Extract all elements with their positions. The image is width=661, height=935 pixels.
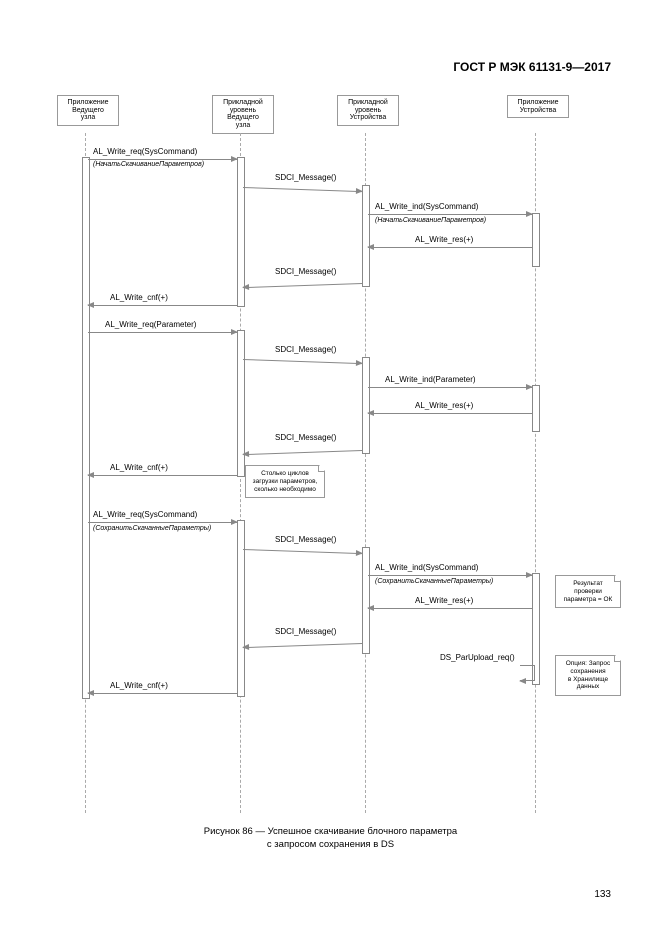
actor-master-app: ПриложениеВедущегоузла [57, 95, 119, 126]
msg-13-label: AL_Write_req(SysCommand) [93, 510, 197, 519]
msg-8 [243, 359, 362, 364]
msg-4 [368, 247, 532, 248]
document-header: ГОСТ Р МЭК 61131-9—2017 [453, 60, 611, 74]
msg-16-label: AL_Write_res(+) [415, 596, 473, 605]
msg-3-sub: (НачатьСкачиваниеПараметров) [375, 217, 486, 224]
msg-1 [88, 159, 237, 160]
msg-16 [368, 608, 532, 609]
note-check-ok: Результатпроверкипараметра = ОК [555, 575, 621, 608]
msg-1-label: AL_Write_req(SysCommand) [93, 147, 197, 156]
actor-master-al: ПрикладнойуровеньВедущегоузла [212, 95, 274, 134]
msg-9-label: AL_Write_ind(Parameter) [385, 375, 476, 384]
msg-17-label: SDCI_Message() [275, 627, 336, 636]
msg-10-label: AL_Write_res(+) [415, 401, 473, 410]
msg-15 [368, 575, 532, 576]
msg-19-label: AL_Write_cnf(+) [110, 681, 168, 690]
page-number: 133 [594, 889, 611, 900]
activation-a3-3 [362, 547, 370, 654]
msg-7-label: AL_Write_req(Parameter) [105, 320, 196, 329]
activation-a3-1 [362, 185, 370, 287]
msg-12-label: AL_Write_cnf(+) [110, 463, 168, 472]
sequence-diagram: ПриложениеВедущегоузла Прикладнойуровень… [45, 95, 625, 815]
msg-13 [88, 522, 237, 523]
msg-6-label: AL_Write_cnf(+) [110, 293, 168, 302]
msg-11 [243, 450, 362, 455]
msg-19 [88, 693, 237, 694]
msg-4-label: AL_Write_res(+) [415, 235, 473, 244]
msg-10 [368, 413, 532, 414]
msg-14 [243, 549, 362, 554]
actor-device-app: ПриложениеУстройства [507, 95, 569, 118]
activation-a3-2 [362, 357, 370, 454]
msg-15-sub: (СохранитьСкачанныеПараметры) [375, 578, 493, 585]
msg-3-label: AL_Write_ind(SysCommand) [375, 202, 478, 211]
msg-11-label: SDCI_Message() [275, 433, 336, 442]
activation-a1-1 [82, 157, 90, 699]
msg-5 [243, 283, 362, 288]
msg-18-label: DS_ParUpload_req() [440, 653, 515, 662]
msg-14-label: SDCI_Message() [275, 535, 336, 544]
msg-18-selfcall [520, 665, 535, 681]
msg-12 [88, 475, 237, 476]
msg-17 [243, 643, 362, 648]
msg-6 [88, 305, 237, 306]
msg-15-label: AL_Write_ind(SysCommand) [375, 563, 478, 572]
note-loop: Столько цикловзагрузки параметров,скольк… [245, 465, 325, 498]
msg-8-label: SDCI_Message() [275, 345, 336, 354]
msg-2-label: SDCI_Message() [275, 173, 336, 182]
activation-a4-2 [532, 385, 540, 432]
actor-device-al: ПрикладнойуровеньУстройства [337, 95, 399, 126]
caption-line-2: с запросом сохранения в DS [267, 839, 394, 850]
msg-3 [368, 214, 532, 215]
msg-1-sub: (НачатьСкачиваниеПараметров) [93, 161, 204, 168]
msg-5-label: SDCI_Message() [275, 267, 336, 276]
activation-a4-1 [532, 213, 540, 267]
note-ds-option: Опция: Запроссохраненияв Хранилищеданных [555, 655, 621, 696]
msg-7 [88, 332, 237, 333]
activation-a2-3 [237, 520, 245, 697]
msg-13-sub: (СохранитьСкачанныеПараметры) [93, 525, 211, 532]
msg-9 [368, 387, 532, 388]
figure-caption: Рисунок 86 — Успешное скачивание блочног… [0, 825, 661, 852]
caption-line-1: Рисунок 86 — Успешное скачивание блочног… [204, 826, 457, 837]
msg-2 [243, 187, 362, 192]
